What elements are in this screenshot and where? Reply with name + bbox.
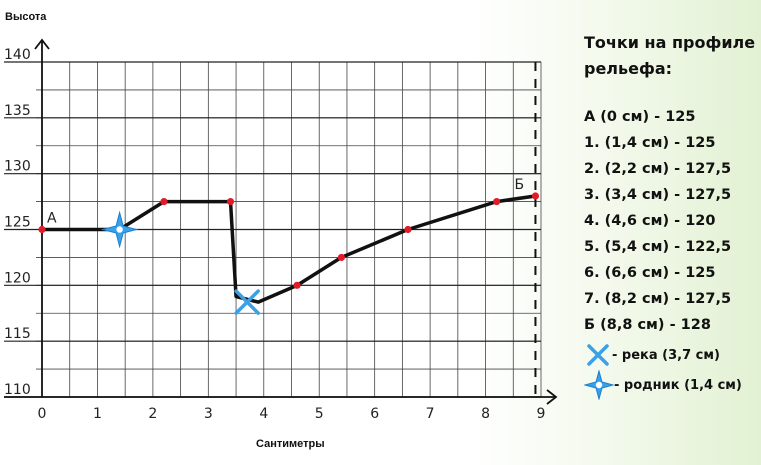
x-tick-label: 3: [204, 406, 213, 422]
profile-point: [337, 253, 345, 262]
legend-spring: - родник (1,4 см): [584, 370, 759, 400]
x-tick-label: 8: [481, 406, 490, 422]
y-axis-title: Высота: [5, 11, 47, 23]
legend-item-a: А (0 см) - 125: [584, 109, 696, 125]
profile-point: [160, 197, 168, 206]
legend-item-3: 3. (3,4 см) - 127,5: [584, 187, 732, 203]
legend-panel: Точки на профиле рельефа: А (0 см) - 125…: [584, 30, 759, 400]
legend-item-1: 1. (1,4 см) - 125: [584, 135, 716, 151]
legend-item-4: 4. (4,6 см) - 120: [584, 213, 716, 229]
river-cross-icon: [234, 289, 260, 315]
profile-point: [493, 197, 501, 206]
profile-point-markers: [38, 192, 540, 289]
river-cross-stroke: [234, 289, 260, 315]
x-axis-arrow: [546, 389, 558, 405]
y-tick-label: 110: [4, 382, 31, 398]
x-axis-title: Сантиметры: [256, 438, 325, 450]
x-tick-label: 5: [315, 406, 324, 422]
x-tick-label: 6: [370, 406, 379, 422]
profile-point: [531, 192, 540, 200]
legend-river: - река (3,7 см): [584, 340, 759, 370]
legend-item-6: 6. (6,6 см) - 125: [584, 265, 716, 281]
x-tick-label: 0: [38, 406, 47, 422]
x-tick-label: 2: [148, 406, 157, 422]
y-tick-label: 115: [4, 326, 31, 342]
profile-point: [293, 281, 301, 289]
y-tick-labels: 110 115 120 125 130 135 140: [4, 47, 31, 398]
legend-item-2: 2. (2,2 см) - 127,5: [584, 161, 732, 177]
legend-title: Точки на профиле рельефа:: [584, 33, 756, 78]
point-label: Б: [514, 177, 524, 193]
profile-point: [226, 197, 235, 206]
profile-point: [38, 225, 46, 234]
profile-point-labels: АБ: [47, 177, 524, 227]
profile-line: [40, 194, 538, 304]
legend-list: А (0 см) - 125 1. (1,4 см) - 125 2. (2,2…: [584, 104, 759, 338]
legend-item-7: 7. (8,2 см) - 127,5: [584, 291, 732, 307]
point-label: А: [47, 211, 57, 227]
river-cross-icon: [587, 344, 609, 366]
legend-item-b: Б (8,8 см) - 128: [584, 317, 711, 333]
y-tick-label: 125: [4, 215, 31, 231]
x-tick-labels: 0 1 2 3 4 5 6 7 8 9: [38, 406, 546, 422]
map-symbols: [100, 210, 260, 315]
x-tick-label: 4: [259, 406, 268, 422]
y-axis-arrow: [34, 38, 50, 50]
spring-star-center: [116, 226, 123, 233]
legend-river-label: - река (3,7 см): [612, 347, 720, 363]
x-tick-label: 7: [426, 406, 435, 422]
x-tick-label: 1: [93, 406, 102, 422]
x-tick-label: 9: [537, 406, 546, 422]
profile-point: [404, 225, 412, 234]
y-tick-label: 140: [4, 47, 31, 63]
legend-item-5: 5. (5,4 см) - 122,5: [584, 239, 732, 255]
spring-star-icon: [584, 370, 614, 400]
axes: [4, 38, 558, 405]
y-tick-label: 120: [4, 270, 31, 286]
y-tick-label: 130: [4, 159, 31, 175]
y-tick-label: 135: [4, 103, 31, 119]
legend-spring-label: - родник (1,4 см): [614, 377, 742, 393]
spring-star-icon: [100, 210, 139, 249]
